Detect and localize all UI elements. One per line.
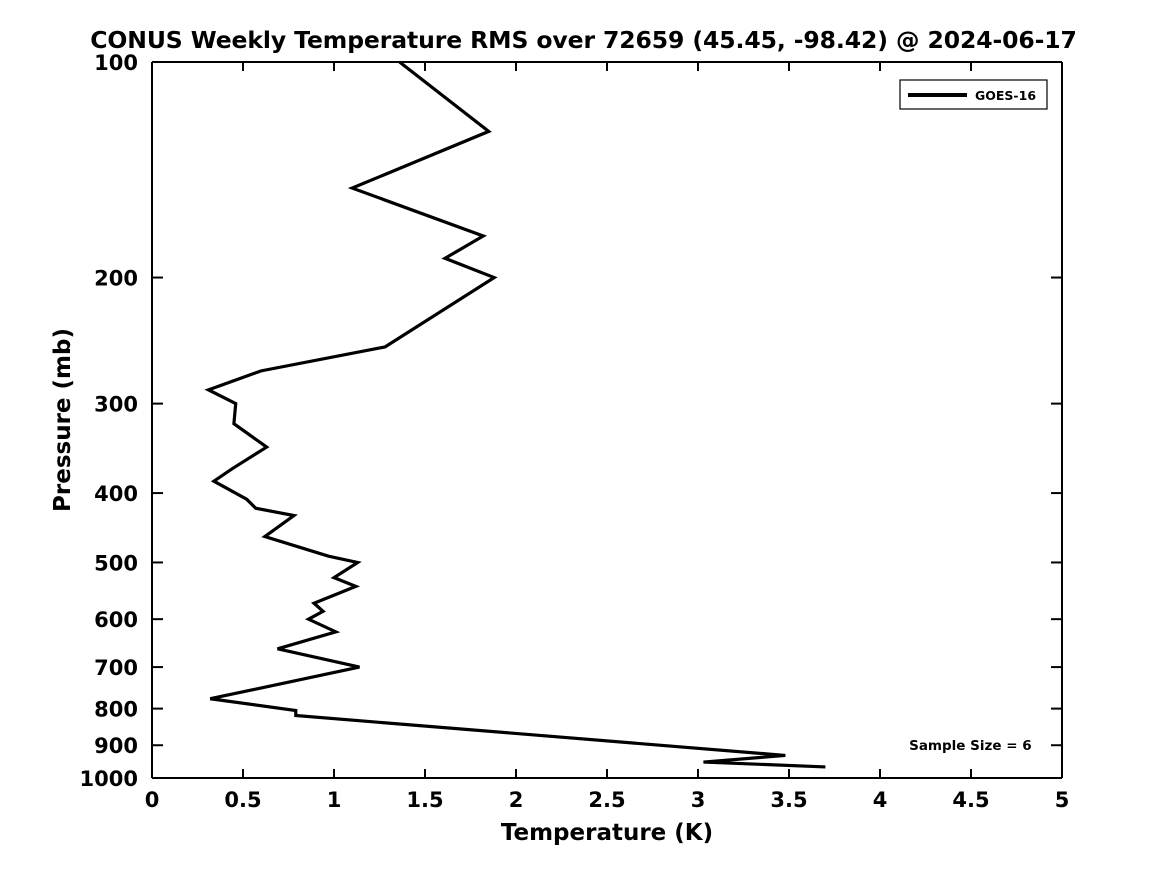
x-tick-label: 4.5 [952, 788, 989, 812]
y-tick-label: 600 [94, 608, 138, 632]
data-series-group [204, 60, 826, 769]
y-tick-label: 1000 [80, 767, 138, 791]
y-tick-label: 100 [94, 51, 138, 75]
x-tick-label: 0 [145, 788, 160, 812]
x-axis-title: Temperature (K) [501, 820, 713, 846]
sample-size-annotation: Sample Size = 6 [909, 738, 1032, 754]
x-tick-label: 3 [691, 788, 706, 812]
y-axis-ticks: 100 200 300 400 500 600 700 800 900 1000 [80, 51, 1062, 791]
y-tick-label: 400 [94, 482, 138, 506]
y-tick-label: 500 [94, 551, 138, 575]
legend-label-goes-16: GOES-16 [975, 88, 1036, 103]
y-tick-label: 200 [94, 267, 138, 291]
x-tick-label: 0.5 [224, 788, 261, 812]
x-axis-ticks: 0 0.5 1 1.5 2 2.5 3 3.5 4 4.5 5 [145, 62, 1070, 812]
y-axis-title: Pressure (mb) [50, 328, 76, 512]
chart-legend[interactable]: GOES-16 [899, 79, 1048, 110]
x-tick-label: 2 [509, 788, 524, 812]
x-tick-label: 1.5 [406, 788, 443, 812]
x-tick-label: 4 [873, 788, 888, 812]
page-title: CONUS Weekly Temperature RMS over 72659 … [90, 26, 1077, 54]
series-line-goes-16 [204, 60, 826, 769]
x-tick-label: 3.5 [770, 788, 807, 812]
x-tick-label: 1 [327, 788, 342, 812]
y-tick-label: 900 [94, 734, 138, 758]
x-tick-label: 2.5 [588, 788, 625, 812]
y-tick-label: 700 [94, 656, 138, 680]
legend-border [899, 79, 1048, 110]
y-tick-label: 300 [94, 393, 138, 417]
plot-background [152, 62, 1062, 778]
y-tick-label: 800 [94, 698, 138, 722]
x-tick-label: 5 [1055, 788, 1070, 812]
